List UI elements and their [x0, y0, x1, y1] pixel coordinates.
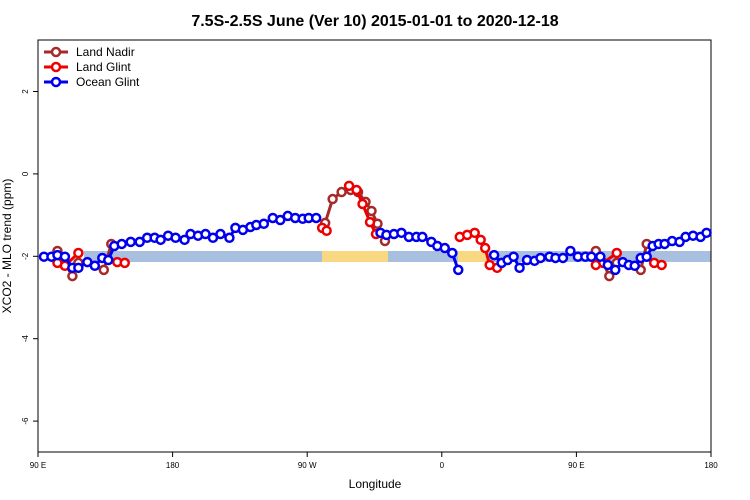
legend-marker: [50, 76, 62, 88]
y-tick-label: 2: [21, 89, 30, 94]
point: [417, 231, 428, 243]
y-tick-label: 0: [21, 171, 30, 176]
point: [125, 236, 136, 248]
point: [488, 249, 500, 261]
x-tick-label: 90 E: [30, 461, 46, 470]
point: [357, 198, 368, 210]
point: [67, 270, 78, 282]
point: [73, 247, 84, 259]
point: [321, 225, 332, 237]
x-tick-label: 90 E: [568, 461, 584, 470]
point: [396, 227, 407, 239]
legend-marker: [50, 61, 62, 73]
y-axis-label: XCO2 - MLO trend (ppm): [0, 179, 14, 314]
point: [610, 264, 621, 276]
point: [611, 247, 623, 259]
surface-band: [84, 251, 711, 262]
x-tick-label: 180: [704, 461, 718, 470]
point: [98, 264, 110, 276]
legend-label: Ocean Glint: [76, 75, 140, 89]
point: [641, 251, 652, 262]
point: [179, 234, 190, 246]
point: [73, 262, 84, 274]
point: [535, 252, 546, 264]
x-tick-label: 180: [166, 461, 180, 470]
point: [469, 227, 480, 239]
point: [327, 193, 338, 205]
point: [170, 232, 181, 244]
point: [629, 260, 640, 272]
point: [310, 212, 322, 224]
point: [565, 245, 576, 257]
point: [514, 262, 525, 274]
land-band: [322, 251, 388, 262]
plot-frame: [37, 39, 712, 453]
x-tick-label: 0: [440, 461, 445, 470]
point: [656, 259, 667, 271]
point: [119, 257, 130, 269]
point: [351, 184, 362, 196]
point: [366, 205, 377, 217]
point: [586, 251, 597, 262]
point: [595, 251, 606, 262]
legend-label: Land Glint: [76, 60, 131, 74]
point: [447, 247, 458, 259]
point: [343, 180, 355, 192]
point: [336, 186, 347, 198]
point: [155, 234, 166, 246]
point: [59, 251, 71, 262]
y-tick-label: -4: [21, 335, 30, 343]
point: [508, 251, 519, 262]
land-band: [458, 251, 488, 262]
x-axis-label: Longitude: [349, 477, 402, 491]
legend-marker: [50, 46, 62, 58]
x-tick-label: 90 W: [298, 461, 317, 470]
point: [116, 238, 128, 250]
point: [453, 264, 464, 276]
point: [224, 232, 235, 244]
point: [275, 214, 286, 226]
point: [439, 242, 451, 254]
point: [557, 252, 569, 264]
y-tick-label: -6: [21, 417, 30, 425]
point: [604, 270, 615, 282]
point: [701, 227, 712, 239]
point: [215, 228, 226, 240]
chart-title: 7.5S-2.5S June (Ver 10) 2015-01-01 to 20…: [191, 13, 558, 30]
point: [475, 234, 486, 246]
point: [103, 254, 114, 266]
legend-label: Land Nadir: [76, 45, 135, 59]
point: [602, 259, 614, 271]
point: [89, 260, 101, 272]
point: [134, 236, 145, 248]
point: [479, 242, 491, 254]
point: [258, 218, 270, 230]
point: [364, 216, 376, 228]
y-tick-label: -2: [21, 252, 30, 260]
